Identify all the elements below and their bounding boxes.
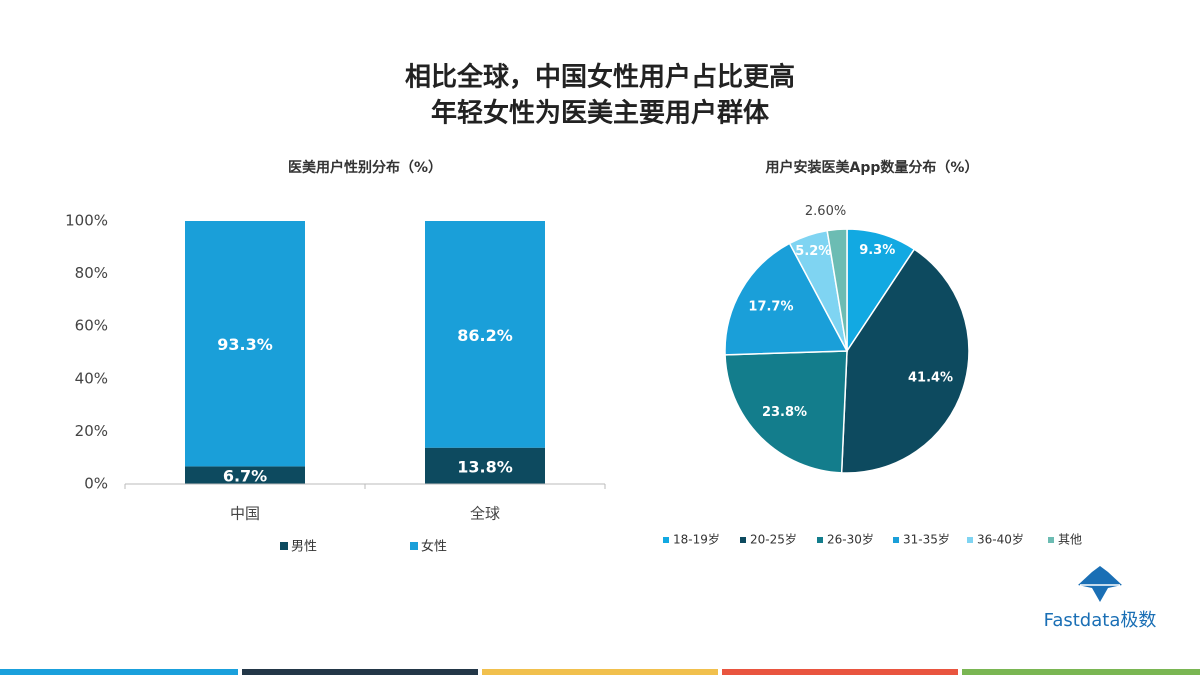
data-label: 13.8% (457, 457, 513, 476)
y-tick-label: 60% (75, 317, 108, 335)
legend-label: 26-30岁 (827, 532, 874, 547)
legend-swatch (893, 537, 899, 543)
legend-label: 20-25岁 (750, 532, 797, 547)
data-label: 2.60% (805, 204, 846, 219)
bar-segment (185, 466, 305, 484)
title-line: 相比全球，中国女性用户占比更高 (405, 62, 795, 93)
chart-title: 医美用户性别分布（%） (288, 159, 442, 176)
pie-slice (724, 350, 848, 474)
data-label: 17.7% (748, 300, 793, 315)
legend-swatch (280, 542, 288, 550)
data-label: 86.2% (457, 326, 513, 345)
legend-label: 其他 (1058, 533, 1082, 547)
y-tick-label: 20% (75, 422, 108, 440)
stripe (482, 669, 718, 675)
data-label: 5.2% (795, 244, 831, 259)
logo (1078, 566, 1122, 602)
y-tick-label: 40% (75, 369, 108, 387)
stripe (0, 669, 238, 675)
y-tick-label: 100% (65, 212, 108, 230)
y-tick-label: 80% (75, 264, 108, 282)
legend-label: 18-19岁 (673, 532, 720, 547)
data-label: 23.8% (762, 405, 807, 420)
data-label: 6.7% (223, 467, 267, 486)
stripe (242, 669, 478, 675)
y-tick-label: 0% (84, 475, 108, 493)
pie-slice (724, 242, 849, 356)
legend-swatch (410, 542, 418, 550)
bar-segment (185, 221, 305, 467)
legend-swatch (740, 537, 746, 543)
brand: Fastdata极数 (1044, 610, 1157, 631)
legend-swatch (1048, 537, 1054, 543)
bar-segment (425, 447, 545, 484)
legend-label: 男性 (291, 540, 317, 555)
x-tick-label: 全球 (470, 505, 500, 523)
legend-swatch (817, 537, 823, 543)
legend-swatch (663, 537, 669, 543)
legend-label: 女性 (421, 539, 447, 555)
data-label: 9.3% (859, 243, 895, 258)
data-label: 93.3% (217, 335, 273, 354)
legend-swatch (967, 537, 973, 543)
data-label: 41.4% (908, 371, 953, 386)
pie-slice (840, 248, 970, 474)
stripe (722, 669, 958, 675)
stripe (962, 669, 1200, 675)
title-line: 年轻女性为医美主要用户群体 (431, 98, 770, 129)
chart-title: 用户安装医美App数量分布（%） (766, 159, 979, 176)
legend-label: 36-40岁 (977, 532, 1024, 547)
pie-slice (826, 228, 848, 352)
legend-label: 31-35岁 (903, 532, 950, 547)
x-tick-label: 中国 (230, 505, 260, 523)
bar-segment (425, 221, 545, 448)
